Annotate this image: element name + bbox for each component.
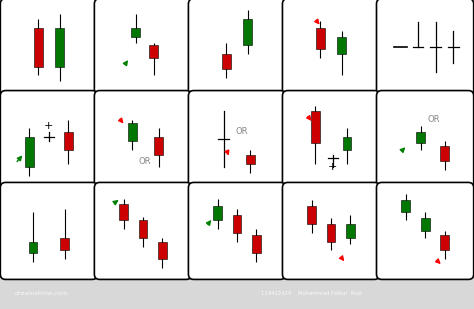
FancyBboxPatch shape — [188, 182, 286, 279]
FancyBboxPatch shape — [94, 182, 191, 279]
Bar — [420, 218, 429, 231]
Bar — [327, 224, 336, 242]
Text: OR: OR — [138, 157, 151, 166]
Bar — [401, 200, 410, 212]
Text: OR: OR — [235, 128, 248, 137]
Bar — [155, 137, 163, 155]
Text: 114412429    Muhammad Fatkur  Rozi: 114412429 Muhammad Fatkur Rozi — [261, 291, 361, 296]
Bar — [64, 132, 73, 150]
Bar — [316, 28, 325, 49]
Bar — [222, 54, 231, 69]
Bar — [60, 238, 69, 250]
Bar — [233, 215, 241, 233]
Bar — [252, 235, 261, 253]
FancyBboxPatch shape — [94, 0, 191, 96]
FancyBboxPatch shape — [188, 91, 286, 188]
FancyBboxPatch shape — [0, 91, 98, 188]
Bar — [311, 111, 319, 143]
Text: +: + — [328, 162, 337, 172]
Text: OR: OR — [428, 115, 440, 124]
Bar — [343, 137, 351, 150]
Bar — [243, 19, 252, 45]
Bar — [307, 206, 316, 224]
FancyBboxPatch shape — [0, 182, 98, 279]
FancyBboxPatch shape — [376, 91, 474, 188]
FancyBboxPatch shape — [283, 0, 380, 96]
Bar — [416, 132, 425, 143]
Text: +: + — [44, 121, 54, 131]
Bar — [28, 242, 37, 253]
Bar — [55, 28, 64, 66]
Bar — [346, 224, 355, 238]
Bar — [158, 242, 167, 259]
FancyBboxPatch shape — [188, 0, 286, 96]
Bar — [34, 28, 43, 66]
FancyBboxPatch shape — [283, 91, 380, 188]
Bar — [440, 235, 449, 250]
Bar — [440, 146, 449, 161]
Bar — [128, 123, 137, 141]
FancyBboxPatch shape — [283, 182, 380, 279]
FancyBboxPatch shape — [376, 0, 474, 96]
Bar — [119, 205, 128, 220]
Bar — [337, 36, 346, 54]
Text: dreamstime.com: dreamstime.com — [14, 291, 68, 296]
Bar — [149, 45, 158, 58]
Bar — [25, 137, 34, 167]
FancyBboxPatch shape — [0, 0, 98, 96]
FancyBboxPatch shape — [94, 91, 191, 188]
FancyBboxPatch shape — [376, 182, 474, 279]
Bar — [138, 220, 147, 238]
Bar — [246, 155, 255, 164]
Bar — [131, 28, 140, 36]
Bar — [213, 206, 222, 220]
